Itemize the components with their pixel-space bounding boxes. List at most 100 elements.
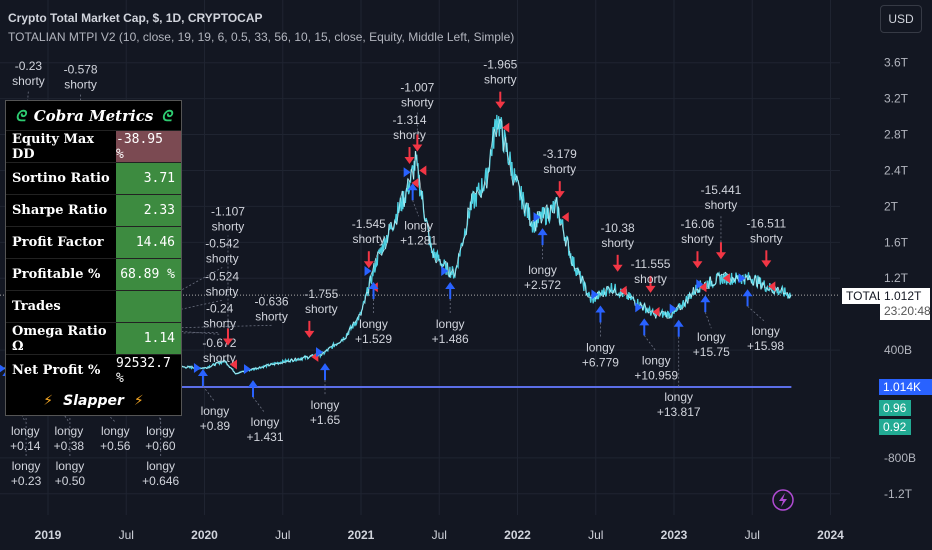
x-tick-label: Jul [745,528,760,542]
signal-value: -11.555 [631,257,671,271]
signal-value: -3.179 [543,147,577,161]
signal-value: -1.545 [352,217,386,231]
long-arrow-head [197,369,208,376]
signal-value: -1.007 [400,80,434,94]
currency-button[interactable]: USD [880,5,922,33]
long-signal: longy+13.817 [657,303,701,419]
short-marker-icon [411,178,419,189]
indicator-legend[interactable]: TOTALIAN MTPI V2 (10, close, 19, 19, 6, … [8,30,515,44]
long-marker-icon [403,167,411,178]
signal-value: +10.959 [634,368,678,382]
cobra-icon: ᘓ [15,106,26,125]
metric-label: Sharpe Ratio [12,203,108,218]
short-arrow-head [222,338,233,346]
y-tick-label: 3.6T [884,56,909,70]
signal-word: longy [528,263,557,277]
long-signal: longy+1.431 [244,364,284,444]
signal-value: +1.65 [310,413,341,427]
long-arrow-head [537,228,548,236]
short-marker-icon [768,281,776,292]
signal-word: shorty [305,302,338,316]
y-tick-label: 3.2T [884,92,909,106]
signal-word: longy [201,404,230,418]
cobra-icon: ᘓ [161,106,172,125]
long-signal: longy+10.959 [634,302,678,382]
long-marker-icon [0,364,6,373]
metrics-row: Trades [6,290,181,322]
short-arrow-head [554,191,565,199]
long-signal: longy+1.281 [400,167,437,247]
signal-value: -1.965 [483,58,517,72]
signal-word: longy [586,340,615,354]
long-signal: longy+15.75 [693,279,730,359]
signal-leader-line [643,335,657,352]
lightning-circle-icon [772,489,794,511]
signal-word: longy [251,415,280,429]
short-marker-icon [419,165,427,176]
short-arrow-head [612,264,623,272]
metrics-row: Profit Factor 14.46 [6,226,181,258]
short-arrow-head [761,260,772,268]
short-arrow-head [404,157,415,165]
metric-label: Equity Max DD [12,131,95,162]
signal-word: longy [642,353,671,367]
signal-word: longy [11,424,40,438]
short-arrow-head [304,330,315,338]
short-marker-icon [699,282,707,293]
metric-value: 3.71 [116,163,181,194]
signal-word: shorty [750,231,783,245]
signal-value: -1.314 [392,113,426,127]
x-tick-label: 2024 [817,528,844,542]
metric-value: -38.95 % [116,131,181,162]
signal-value: +15.98 [747,339,784,353]
metric-label: Profit Factor [12,235,104,250]
signal-leader-line [412,200,420,217]
signal-value: +15.75 [693,345,730,359]
lightning-icon [779,493,787,507]
signal-word: longy [55,424,84,438]
signal-value: +1.431 [246,430,283,444]
metric-value: 1.14 [116,323,181,354]
long-marker-icon [316,347,324,358]
x-tick-label: Jul [588,528,603,542]
signal-word: shorty [352,232,385,246]
y-tick-label: 1.6T [884,235,909,249]
signal-word: shorty [401,95,434,109]
short-arrow-head [495,101,506,109]
signal-word: longy [697,330,726,344]
long-arrow-head [700,295,711,303]
signal-word: longy [12,459,41,473]
metric-label: Profitable % [12,267,101,282]
signal-value: -0.636 [255,294,289,308]
metrics-footer: ⚡ Slapper ⚡ [6,386,181,415]
signal-leader-line [704,312,712,329]
long-signal: longy+15.98 [738,273,784,353]
signal-value: -1.107 [211,204,245,218]
cobra-metrics-table: ᘓ Cobra Metrics ᘓ Equity Max DD -38.95 % S… [5,100,182,416]
signal-value: +0.646 [142,474,179,488]
signal-word: shorty [206,284,239,298]
signal-word: shorty [203,316,236,330]
metric-label: Trades [12,299,61,314]
long-arrow-head [368,282,379,290]
signal-word: shorty [203,351,236,365]
metric-value: 2.33 [116,195,181,226]
x-tick-label: Jul [275,528,290,542]
signal-value: +0.56 [100,439,131,453]
metric-label: Net Profit % [12,363,101,378]
long-arrow-head [595,305,606,313]
signal-word: shorty [543,162,576,176]
lightning-icon: ⚡ [43,392,54,409]
signal-word: shorty [705,198,738,212]
signal-value: +0.50 [55,474,86,488]
signal-word: shorty [212,219,245,233]
